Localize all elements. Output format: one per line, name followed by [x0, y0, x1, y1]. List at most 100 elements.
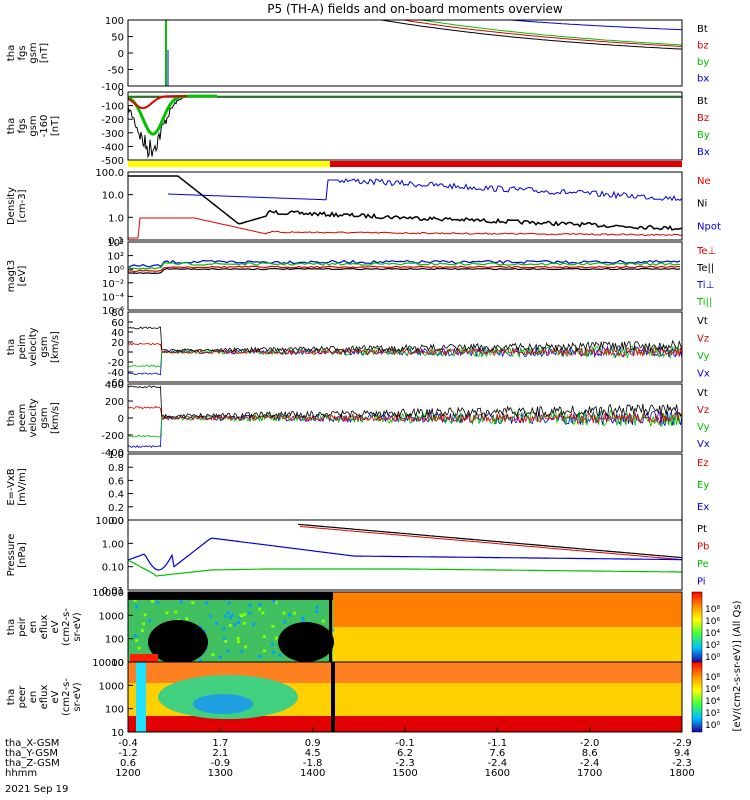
y-axis-label: thapeirenefluxeV(cm2-s-sr-eV)	[6, 608, 83, 646]
y-tick-label: 1000	[99, 681, 124, 692]
x-row-label: tha_Z-GSM	[5, 758, 60, 769]
legend-Bt: Bt	[697, 24, 708, 35]
y-label-line: fgs	[17, 45, 28, 60]
y-label-line: tha	[6, 339, 17, 355]
mode-bar-red	[330, 161, 682, 167]
peer-gap	[331, 662, 335, 732]
y-tick-label: 10²	[107, 252, 124, 263]
plot-area-fgs	[165, 20, 682, 86]
plot-area-peem	[128, 385, 682, 449]
y-label-line: eV	[50, 620, 61, 633]
legend-Vx: Vx	[697, 439, 710, 450]
peir-speck	[243, 613, 247, 617]
y-tick-label: -300	[101, 129, 124, 140]
series-000000	[378, 20, 682, 50]
panel-temp: 10⁴ 10² 10⁰ 10⁻² 10⁻⁴ 10⁻⁶ magt3[eV] Te⊥ Te|| Ti⊥…	[6, 238, 716, 317]
peir-speck	[223, 614, 227, 618]
peir-speck	[252, 622, 256, 626]
panel-frame	[127, 241, 683, 311]
y-tick-label: 10⁻⁴	[102, 292, 124, 303]
peir-speck	[262, 649, 266, 653]
ne-line	[128, 217, 682, 239]
x-value: 0.6	[120, 758, 136, 769]
y-label-line: eV	[50, 690, 61, 703]
y-tick-label: 10.0	[102, 191, 124, 202]
peir-speck	[272, 599, 276, 603]
plot-area-fgs_m	[128, 94, 682, 159]
colorbar-tick: 10²	[705, 641, 720, 651]
panel-frame	[127, 311, 683, 383]
peir-speck	[315, 605, 319, 609]
peir-speck	[198, 625, 202, 629]
y-tick-label: 10	[111, 728, 124, 739]
peir-speck	[137, 646, 141, 650]
x-value: 2.1	[212, 748, 228, 759]
peir-speck	[240, 614, 244, 618]
y-tick-label: 100	[105, 705, 124, 716]
series-00c000	[417, 20, 682, 46]
pi-line	[128, 537, 682, 571]
colorbar-tick: 10⁰	[705, 721, 720, 731]
peir-speck	[226, 611, 230, 615]
peir-speck	[135, 605, 139, 609]
plot-area-pressure	[128, 523, 682, 577]
series-e00000	[399, 20, 682, 47]
y-axis-label: E=-VxB[mV/m]	[6, 468, 28, 506]
by-dip	[128, 94, 217, 136]
peir-lo	[333, 627, 682, 662]
y-label-line: sr-eV)	[72, 682, 83, 711]
y-tick-label: 80	[111, 308, 124, 319]
peir-speck	[143, 613, 147, 617]
y-label-line: en	[28, 621, 39, 634]
y-tick-label: 1.0	[108, 213, 124, 224]
x-value: -1.2	[118, 748, 138, 759]
mode-bar-yellow	[128, 161, 330, 167]
x-value: -1.1	[488, 738, 508, 749]
peir-speck	[274, 636, 278, 640]
plot-area-temp	[128, 259, 681, 275]
y-label-line: gsm	[28, 115, 39, 136]
vel-series-3	[128, 326, 682, 353]
legend-Ni: Ni	[697, 199, 707, 210]
x-value: -2.9	[672, 738, 692, 749]
x-value: -2.4	[580, 758, 600, 769]
peir-speck	[135, 639, 139, 643]
y-label-line: eflux	[39, 685, 50, 710]
legend-by: by	[697, 57, 709, 68]
y-tick-label: 0.0	[108, 516, 124, 527]
series-0000e0	[503, 20, 682, 31]
temp-series-2	[128, 265, 681, 273]
peir-speck	[228, 616, 232, 620]
peer-bottom	[128, 716, 682, 732]
peir-speck	[237, 620, 241, 624]
peir-speck	[244, 645, 248, 649]
peir-red	[130, 654, 158, 662]
y-label-line: Density	[6, 187, 17, 225]
peer-spike	[136, 662, 146, 732]
panel-frame	[127, 171, 683, 241]
y-label-line: peim	[17, 334, 28, 359]
y-tick-label: -50	[108, 66, 124, 77]
vel-series-1	[128, 344, 682, 368]
y-axis-label: thapeerenefluxeV(cm2-s-sr-eV)	[6, 678, 83, 716]
date-label: 2021 Sep 19	[5, 784, 68, 795]
y-tick-label: 20	[111, 338, 124, 349]
peir-speck	[209, 614, 213, 618]
peir-speck	[223, 637, 227, 641]
colorbar-top	[691, 591, 703, 663]
y-tick-label: 60	[111, 318, 124, 329]
y-label-line: eflux	[39, 615, 50, 640]
peir-void-1	[148, 620, 208, 662]
temp-series-0	[128, 259, 681, 269]
peir-speck	[330, 628, 334, 632]
y-axis-label: thafgsgsm[nT]	[6, 42, 50, 63]
y-axis-label: thapeemvelocitygsm[km/s]	[6, 398, 61, 437]
vel-series-1	[128, 409, 682, 438]
y-axis-label: Pressure[nPa]	[6, 534, 28, 577]
legend-Ez: Ez	[697, 458, 709, 469]
legend-bz: bz	[697, 41, 709, 52]
peir-speck	[148, 619, 152, 623]
y-label-line: tha	[6, 689, 17, 705]
peir-speck	[301, 616, 305, 620]
peir-speck	[258, 607, 262, 611]
